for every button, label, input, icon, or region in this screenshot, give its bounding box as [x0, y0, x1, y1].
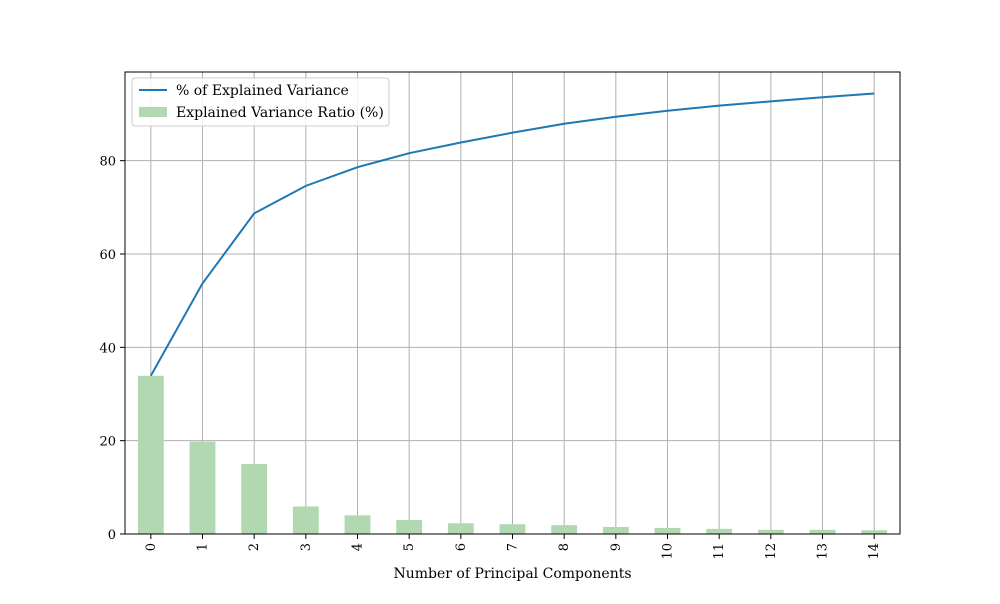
legend-box	[131, 77, 390, 127]
y-tick-label: 40	[99, 341, 116, 356]
line-series	[149, 92, 875, 377]
x-tick-label: 1	[196, 543, 211, 551]
x-tick-label: 0	[144, 543, 159, 551]
x-tick-label: 10	[661, 543, 676, 560]
cumulative-variance-line	[149, 92, 875, 377]
x-tick-label: 9	[609, 543, 624, 551]
y-tick-label: 80	[99, 155, 116, 170]
x-tick-label: 5	[402, 543, 417, 551]
x-tick-label: 13	[816, 543, 831, 560]
y-tick-label: 0	[108, 528, 116, 543]
bar	[137, 375, 164, 534]
x-tick-label: 11	[712, 543, 727, 560]
bar	[241, 464, 268, 534]
y-tick-label: 60	[99, 248, 116, 263]
bar	[757, 529, 784, 534]
grid	[125, 72, 900, 535]
x-tick-label: 6	[454, 543, 469, 551]
bar	[861, 530, 888, 534]
bar-series	[137, 375, 888, 534]
x-tick-label: 3	[299, 543, 314, 551]
bar	[447, 523, 474, 534]
bar	[809, 529, 836, 534]
bar	[551, 525, 578, 534]
x-tick-label: 12	[764, 543, 779, 560]
y-tick-label: 20	[99, 435, 116, 450]
legend-label-line: % of Explained Variance	[176, 83, 349, 99]
bar	[189, 441, 216, 534]
x-tick-label: 4	[351, 543, 366, 551]
x-tick-label: 7	[506, 543, 521, 551]
x-tick-label: 2	[247, 543, 262, 551]
x-tick-label: 8	[557, 543, 572, 551]
legend-bar-swatch	[139, 107, 167, 117]
x-tick-label: 14	[867, 543, 882, 560]
bar	[344, 515, 371, 534]
legend-label-bar: Explained Variance Ratio (%)	[176, 105, 384, 121]
bar	[499, 524, 526, 534]
bar	[706, 528, 733, 534]
legend: % of Explained Variance Explained Varianc…	[131, 77, 390, 127]
x-axis-label: Number of Principal Components	[393, 566, 631, 582]
bar	[602, 527, 629, 534]
bar	[654, 527, 681, 534]
bar	[396, 520, 423, 534]
bar	[292, 506, 319, 534]
